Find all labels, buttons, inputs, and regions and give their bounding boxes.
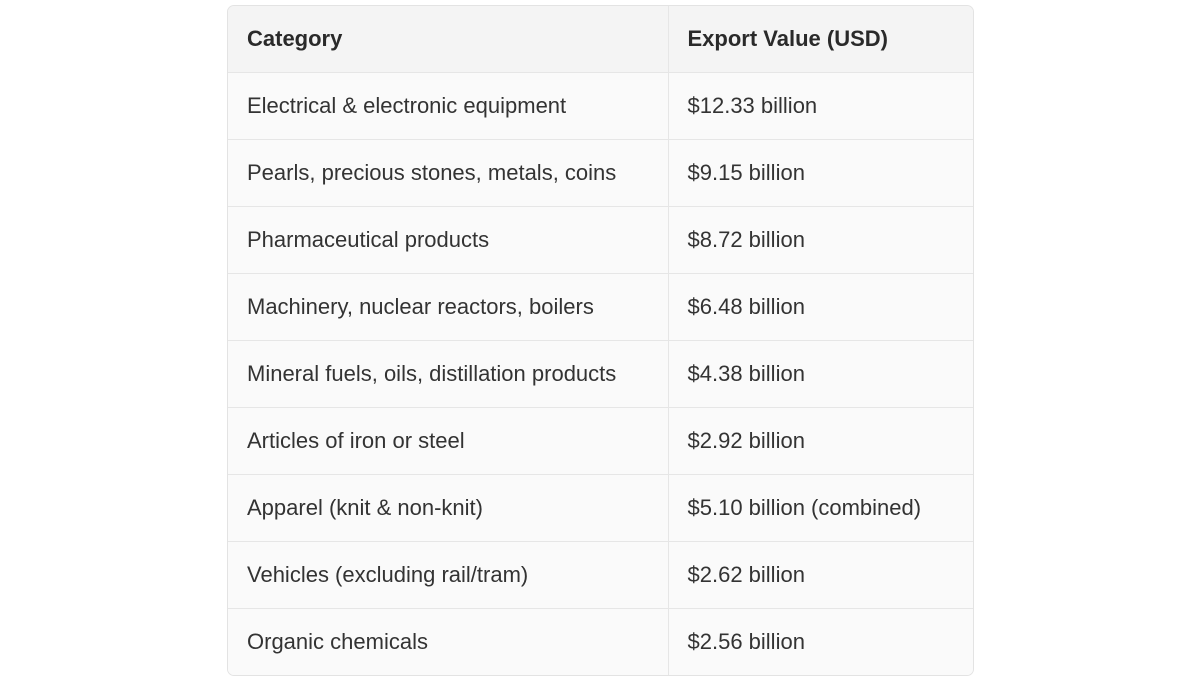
column-header-export-value: Export Value (USD) — [668, 6, 973, 73]
category-cell: Articles of iron or steel — [228, 407, 669, 475]
category-cell: Apparel (knit & non-knit) — [228, 474, 669, 542]
export-value-cell: $2.62 billion — [668, 541, 973, 609]
category-cell: Electrical & electronic equipment — [228, 72, 669, 140]
export-value-cell: $2.92 billion — [668, 407, 973, 475]
table-row: Organic chemicals $2.56 billion — [228, 608, 973, 675]
export-value-cell: $6.48 billion — [668, 273, 973, 341]
column-header-category: Category — [228, 6, 669, 73]
category-cell: Mineral fuels, oils, distillation produc… — [228, 340, 669, 408]
category-cell: Machinery, nuclear reactors, boilers — [228, 273, 669, 341]
export-value-cell: $9.15 billion — [668, 139, 973, 207]
category-cell: Pearls, precious stones, metals, coins — [228, 139, 669, 207]
export-value-cell: $5.10 billion (combined) — [668, 474, 973, 542]
table-row: Vehicles (excluding rail/tram) $2.62 bil… — [228, 541, 973, 609]
table-row: Pharmaceutical products $8.72 billion — [228, 206, 973, 274]
table-row: Pearls, precious stones, metals, coins $… — [228, 139, 973, 207]
export-table: Category Export Value (USD) Electrical &… — [228, 6, 973, 675]
category-cell: Organic chemicals — [228, 608, 669, 675]
category-cell: Vehicles (excluding rail/tram) — [228, 541, 669, 609]
table-row: Machinery, nuclear reactors, boilers $6.… — [228, 273, 973, 341]
export-value-cell: $12.33 billion — [668, 72, 973, 140]
category-cell: Pharmaceutical products — [228, 206, 669, 274]
table-row: Articles of iron or steel $2.92 billion — [228, 407, 973, 475]
export-value-cell: $4.38 billion — [668, 340, 973, 408]
table-row: Electrical & electronic equipment $12.33… — [228, 72, 973, 140]
table-row: Apparel (knit & non-knit) $5.10 billion … — [228, 474, 973, 542]
export-table-container: Category Export Value (USD) Electrical &… — [227, 5, 974, 676]
export-value-cell: $2.56 billion — [668, 608, 973, 675]
table-header: Category Export Value (USD) — [228, 6, 973, 73]
export-value-cell: $8.72 billion — [668, 206, 973, 274]
table-body: Electrical & electronic equipment $12.33… — [228, 72, 973, 675]
table-header-row: Category Export Value (USD) — [228, 6, 973, 73]
table-row: Mineral fuels, oils, distillation produc… — [228, 340, 973, 408]
